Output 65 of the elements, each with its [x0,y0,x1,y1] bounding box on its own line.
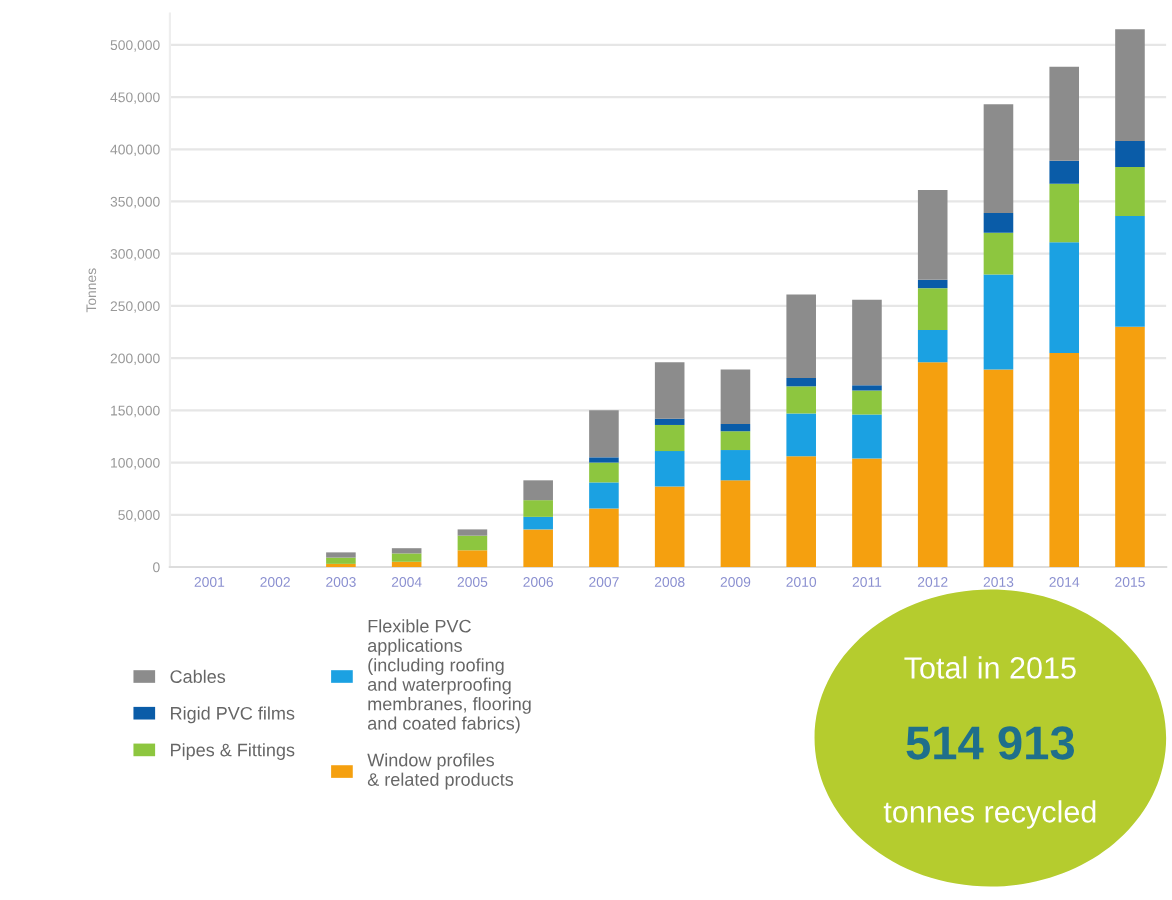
bar [1115,216,1145,327]
bar [852,390,882,415]
bar [523,500,553,517]
bar [786,456,816,567]
bar [1049,66,1080,161]
bar [654,424,685,452]
bar [852,385,882,391]
legend-label: Pipes & Fittings [171,743,295,760]
bar [523,480,553,501]
bar [983,232,1014,275]
bar [391,553,422,562]
bar [326,557,356,564]
bar [720,450,751,481]
bar [326,552,356,558]
bar [786,294,816,378]
bar [654,486,685,567]
bar [1115,326,1145,567]
bar [786,377,816,387]
bar [852,299,882,386]
legend-label: Cables [170,669,226,684]
bar [1115,29,1145,141]
bar [1115,167,1145,217]
bar [720,480,751,567]
bar [983,104,1014,213]
text: Total in 2015 [904,656,1076,679]
bar [1049,183,1080,243]
bar [786,413,816,457]
bar [391,548,422,554]
bar [457,550,488,567]
bar [589,457,619,463]
bar [523,529,553,567]
bar [917,362,948,567]
bar [391,561,422,567]
legend-label: Rigid PVC films [171,706,295,724]
bar [983,274,1014,370]
bar [917,189,948,280]
bar [983,369,1014,567]
bar [654,451,685,487]
text: 514 913 [906,726,1074,760]
bar [589,508,619,567]
bar [917,279,948,289]
bar [457,535,488,551]
bar [720,431,751,451]
bar [589,482,619,509]
bar [786,386,816,414]
bar [1049,242,1080,353]
bar [589,410,619,458]
bar [852,414,882,459]
bar [1049,160,1080,184]
bar [720,369,751,424]
bar [917,329,948,363]
bar [1115,140,1145,168]
legend-label: Window profiles & related products [367,753,514,790]
bar [654,418,685,425]
bar [852,458,882,567]
bar [589,462,619,483]
text: tonnes recycled [883,800,1096,829]
bar [983,212,1014,233]
bar [654,362,685,419]
bar [720,423,751,432]
bar [1049,352,1080,567]
bar [457,529,488,536]
bar [917,288,948,330]
bar [523,516,553,530]
legend-label: Flexible PVC applications (including roofing and waterproofing membranes, flooring and coated fabrics) [367,619,531,734]
